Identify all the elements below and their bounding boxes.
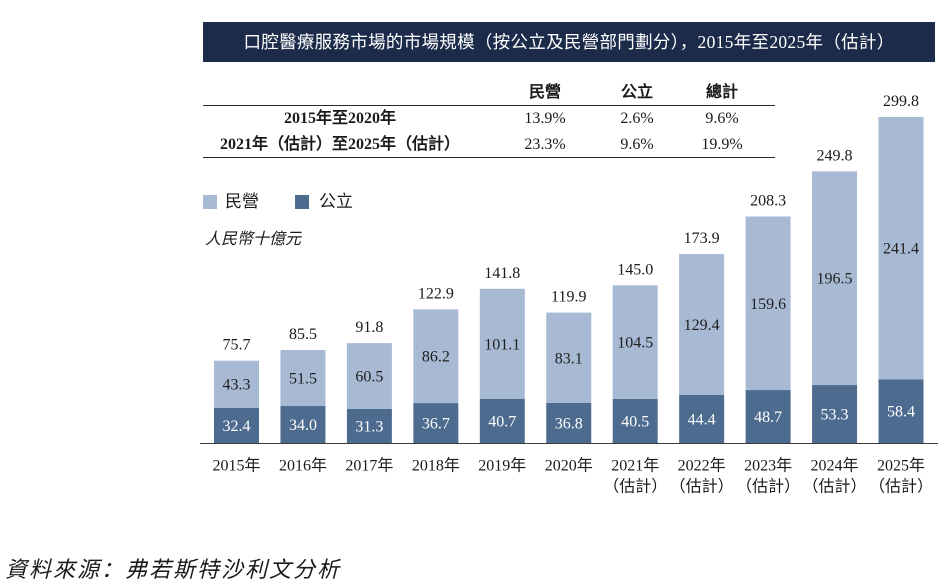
total-label-2022: 173.9 — [684, 230, 720, 247]
cagr-table-row: 2021年（估計）至2025年（估計） 23.3% 9.6% 19.9% — [203, 132, 775, 158]
bar-segment-public-2022 — [679, 394, 725, 443]
bar-segment-private-2016 — [280, 350, 326, 407]
cagr-header-public: 公立 — [620, 84, 653, 101]
x-tick-sublabel-2025: （估計） — [869, 478, 933, 496]
x-tick-label-2023: 2023年 — [744, 457, 792, 475]
cagr-value-total: 9.6% — [705, 110, 739, 127]
bar-segment-public-2025 — [878, 379, 924, 443]
bar-segment-private-2022 — [679, 254, 725, 395]
cagr-value-total: 19.9% — [701, 136, 743, 153]
y-unit-label: 人民幣十億元 — [205, 231, 302, 248]
x-tick-sublabel-2022: （估計） — [670, 478, 734, 496]
cagr-value-public: 2.6% — [620, 110, 654, 127]
total-label-2024: 249.8 — [817, 147, 853, 164]
cagr-table: 民營 公立 總計 2015年至2020年 13.9% 2.6% 9.6% 202… — [203, 80, 775, 158]
bar-segment-public-2023 — [745, 390, 791, 443]
bar-segment-public-2015 — [214, 407, 259, 443]
segment-label-public-2025: 58.4 — [887, 404, 915, 421]
cagr-value-private: 23.3% — [524, 136, 566, 153]
segment-label-private-2021: 104.5 — [617, 335, 653, 352]
segment-label-public-2015: 32.4 — [223, 418, 251, 435]
bar-segment-public-2016 — [280, 406, 326, 443]
chart-title: 口腔醫療服務市場的市場規模（按公立及民營部門劃分），2015年至2025年（估計… — [203, 22, 935, 62]
segment-label-private-2018: 86.2 — [422, 349, 450, 366]
bar-segment-private-2025 — [878, 117, 924, 380]
bar-segment-public-2018 — [413, 403, 459, 443]
segment-label-private-2023: 159.6 — [750, 296, 786, 313]
segment-label-private-2020: 83.1 — [555, 350, 583, 367]
legend-swatch-public — [295, 195, 309, 209]
bar-segment-private-2021 — [612, 285, 658, 399]
segment-label-public-2023: 48.7 — [754, 409, 782, 426]
bar-segment-private-2024 — [812, 171, 858, 386]
bar-segment-public-2020 — [546, 402, 592, 443]
segment-label-public-2021: 40.5 — [621, 413, 649, 430]
x-tick-label-2018: 2018年 — [412, 457, 460, 475]
segment-label-private-2015: 43.3 — [223, 377, 251, 394]
bar-segment-private-2023 — [745, 216, 791, 391]
cagr-table-header-row: 民營 公立 總計 — [203, 80, 775, 106]
total-label-2025: 299.8 — [883, 93, 919, 110]
bar-segment-private-2015 — [214, 360, 259, 408]
total-label-2023: 208.3 — [750, 192, 786, 209]
x-tick-sublabel-2023: （估計） — [736, 478, 800, 496]
segment-label-public-2020: 36.8 — [555, 415, 583, 432]
segment-label-public-2024: 53.3 — [821, 407, 849, 424]
bar-segment-public-2021 — [612, 398, 658, 443]
x-tick-label-2025: 2025年 — [877, 457, 925, 475]
segment-label-private-2025: 241.4 — [883, 241, 919, 258]
total-label-2017: 91.8 — [355, 319, 383, 336]
cagr-header-total: 總計 — [705, 84, 738, 101]
x-tick-label-2015: 2015年 — [212, 457, 260, 475]
cagr-header-private: 民營 — [528, 84, 561, 101]
x-tick-label-2022: 2022年 — [678, 457, 726, 475]
segment-label-public-2018: 36.7 — [422, 416, 450, 433]
bar-segment-private-2020 — [546, 312, 592, 403]
x-tick-label-2019: 2019年 — [478, 457, 526, 475]
x-tick-sublabel-2021: （估計） — [603, 478, 667, 496]
total-label-2019: 141.8 — [484, 265, 520, 282]
segment-label-private-2016: 51.5 — [289, 371, 317, 388]
cagr-row-label: 2015年至2020年 — [283, 110, 396, 127]
bar-segment-private-2019 — [479, 288, 525, 399]
segment-label-private-2017: 60.5 — [355, 369, 383, 386]
x-tick-label-2024: 2024年 — [811, 457, 859, 475]
bar-segment-public-2019 — [479, 398, 525, 443]
cagr-row-label: 2021年（估計）至2025年（估計） — [219, 136, 460, 153]
x-tick-label-2017: 2017年 — [345, 457, 393, 475]
bar-segment-private-2017 — [346, 343, 392, 409]
bar-segment-private-2018 — [413, 309, 459, 404]
bar-segment-public-2017 — [346, 408, 392, 443]
legend-label-private: 民營 — [225, 192, 259, 211]
segment-label-public-2022: 44.4 — [688, 411, 716, 428]
x-tick-label-2021: 2021年 — [611, 457, 659, 475]
segment-label-public-2017: 31.3 — [355, 418, 383, 435]
segment-label-private-2019: 101.1 — [484, 336, 520, 353]
x-tick-label-2016: 2016年 — [279, 457, 327, 475]
segment-label-private-2024: 196.5 — [817, 271, 853, 288]
segment-label-private-2022: 129.4 — [684, 317, 720, 334]
source-note: 資料來源：弗若斯特沙利文分析 — [5, 557, 342, 582]
cagr-table-row: 2015年至2020年 13.9% 2.6% 9.6% — [203, 106, 775, 132]
total-label-2015: 75.7 — [223, 337, 251, 354]
segment-label-public-2016: 34.0 — [289, 417, 317, 434]
total-label-2020: 119.9 — [551, 289, 586, 306]
cagr-value-private: 13.9% — [524, 110, 566, 127]
total-label-2018: 122.9 — [418, 285, 454, 302]
total-label-2021: 145.0 — [617, 261, 653, 278]
legend-swatch-private — [203, 195, 217, 209]
legend-label-public: 公立 — [319, 192, 353, 211]
x-tick-sublabel-2024: （估計） — [803, 478, 867, 496]
segment-label-public-2019: 40.7 — [488, 413, 516, 430]
cagr-value-public: 9.6% — [620, 136, 654, 153]
total-label-2016: 85.5 — [289, 326, 317, 343]
bar-segment-public-2024 — [812, 385, 858, 443]
x-tick-label-2020: 2020年 — [545, 457, 593, 475]
